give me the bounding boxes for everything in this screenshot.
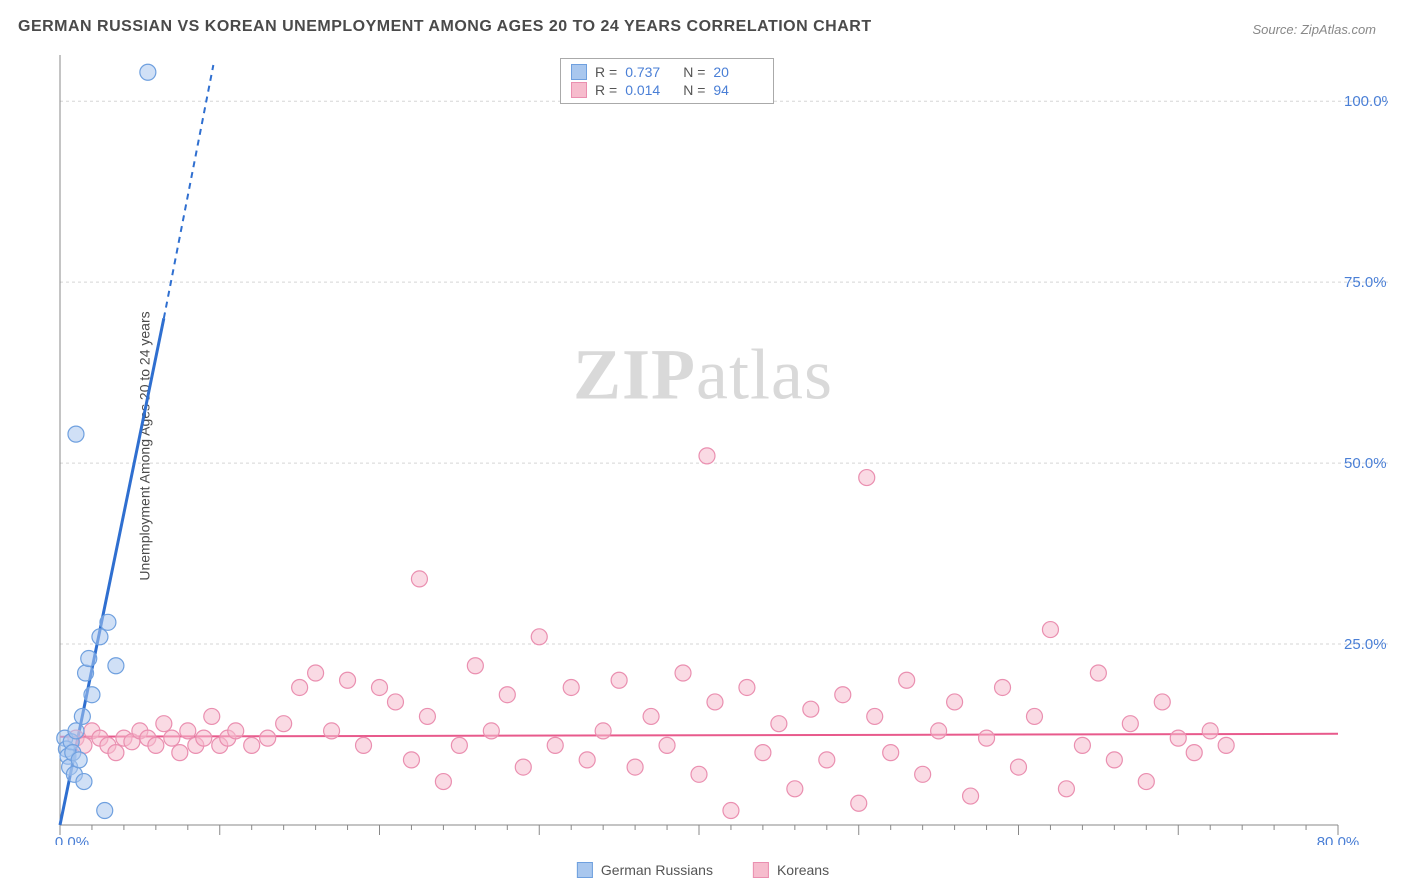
r-value-series-0: 0.737 [625, 64, 675, 80]
legend-item-series-0: German Russians [577, 862, 713, 878]
plot-area: 25.0% 50.0% 75.0% 100.0% 0.0% 80.0% [48, 55, 1388, 845]
legend-swatch-series-1 [571, 82, 587, 98]
svg-text:25.0%: 25.0% [1344, 636, 1387, 653]
svg-text:75.0%: 75.0% [1344, 274, 1387, 291]
legend-label-series-0: German Russians [601, 862, 713, 878]
source-attribution: Source: ZipAtlas.com [1252, 22, 1376, 37]
n-label: N = [683, 82, 705, 98]
legend-item-series-1: Koreans [753, 862, 829, 878]
legend-label-series-1: Koreans [777, 862, 829, 878]
n-label: N = [683, 64, 705, 80]
chart-title: GERMAN RUSSIAN VS KOREAN UNEMPLOYMENT AM… [18, 18, 872, 36]
series-legend: German Russians Koreans [577, 862, 829, 878]
r-label: R = [595, 64, 617, 80]
svg-text:0.0%: 0.0% [55, 834, 89, 845]
n-value-series-1: 94 [713, 82, 763, 98]
svg-text:80.0%: 80.0% [1317, 834, 1360, 845]
legend-row-series-0: R = 0.737 N = 20 [571, 63, 763, 81]
legend-swatch-bottom-0 [577, 862, 593, 878]
scatter-plot-svg: 25.0% 50.0% 75.0% 100.0% 0.0% 80.0% [48, 55, 1388, 845]
n-value-series-0: 20 [713, 64, 763, 80]
svg-text:50.0%: 50.0% [1344, 455, 1387, 472]
r-value-series-1: 0.014 [625, 82, 675, 98]
svg-text:100.0%: 100.0% [1344, 93, 1388, 110]
r-label: R = [595, 82, 617, 98]
legend-swatch-series-0 [571, 64, 587, 80]
legend-row-series-1: R = 0.014 N = 94 [571, 81, 763, 99]
chart-container: GERMAN RUSSIAN VS KOREAN UNEMPLOYMENT AM… [0, 0, 1406, 892]
correlation-legend: R = 0.737 N = 20 R = 0.014 N = 94 [560, 58, 774, 104]
legend-swatch-bottom-1 [753, 862, 769, 878]
